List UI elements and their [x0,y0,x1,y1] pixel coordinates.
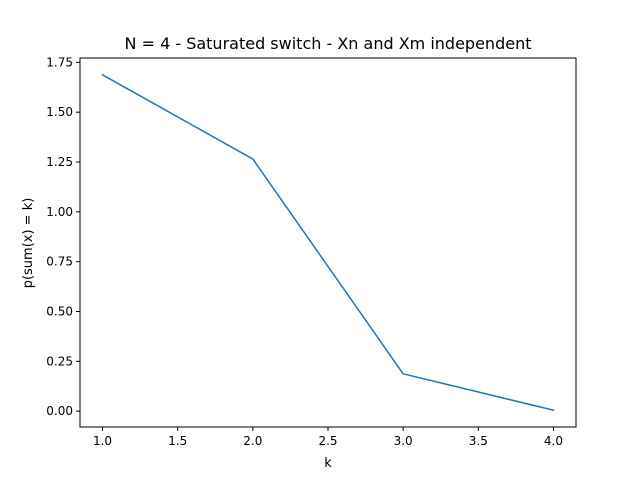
y-tick-label: 1.50 [46,105,73,119]
x-tick-label: 4.0 [544,434,563,448]
y-tick-label: 0.75 [46,255,73,269]
y-tick-label: 0.50 [46,305,73,319]
y-tick-label: 0.25 [46,354,73,368]
axes-frame [79,57,577,428]
x-tick-label: 2.0 [243,434,262,448]
x-tick-label: 1.5 [168,434,187,448]
x-axis-label: k [324,456,332,471]
series-line-0 [101,73,555,412]
y-tick-label: 1.75 [46,55,73,69]
plot-series [101,73,555,412]
y-axis-ticks: 0.00 0.25 0.50 0.75 1.00 1.25 1.50 1.75 [46,55,80,418]
chart-title: N = 4 - Saturated switch - Xn and Xm ind… [125,34,532,53]
y-tick-label: 0.00 [46,404,73,418]
y-axis-label: p(sum(x) = k) [21,198,36,289]
x-tick-label: 2.5 [318,434,337,448]
y-tick-label: 1.25 [46,155,73,169]
x-axis-ticks: 1.0 1.5 2.0 2.5 3.0 3.5 4.0 [93,427,563,448]
y-tick-label: 1.00 [46,205,73,219]
x-tick-label: 3.5 [469,434,488,448]
x-tick-label: 1.0 [93,434,112,448]
x-tick-label: 3.0 [394,434,413,448]
